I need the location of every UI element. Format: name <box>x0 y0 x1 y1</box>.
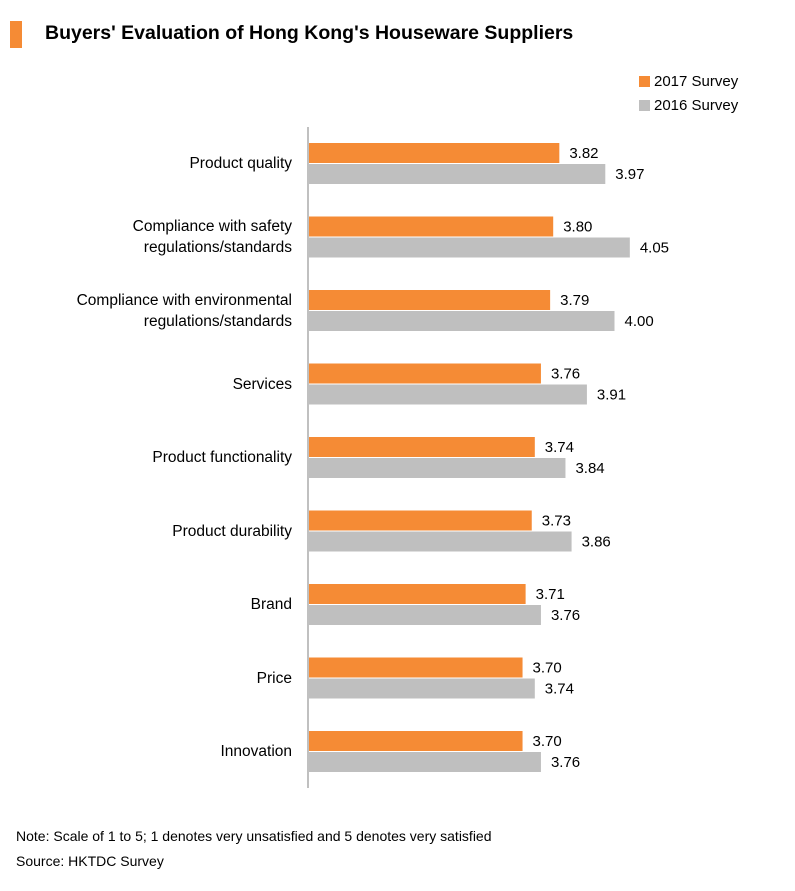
data-label-2017-5: 3.73 <box>542 513 571 530</box>
chart-title: Buyers' Evaluation of Hong Kong's Housew… <box>45 22 574 44</box>
data-label-2016-3: 3.91 <box>597 387 626 404</box>
category-label-8: Innovation <box>220 741 292 762</box>
data-label-2017-8: 3.70 <box>533 733 562 750</box>
bar-2017-0 <box>309 143 560 163</box>
bar-2016-3 <box>309 384 587 405</box>
category-label-5: Product durability <box>172 521 292 542</box>
legend-swatch-2017 <box>639 75 650 87</box>
data-label-2016-4: 3.84 <box>575 460 604 477</box>
category-label-4: Product functionality <box>152 447 292 468</box>
category-label-2: Compliance with environmental regulations… <box>77 290 292 332</box>
bar-2016-6 <box>309 605 541 625</box>
bar-2017-1 <box>309 216 554 237</box>
legend-item-2017: 2017 Survey <box>639 69 738 93</box>
category-label-line: regulations/standards <box>143 239 292 256</box>
data-label-2017-7: 3.70 <box>533 660 562 677</box>
bar-2016-0 <box>309 164 606 184</box>
category-label-line: regulations/standards <box>143 312 292 330</box>
category-label-3: Services <box>233 374 292 395</box>
data-label-2016-7: 3.74 <box>545 681 574 698</box>
data-label-2017-6: 3.71 <box>536 586 565 603</box>
data-label-2016-0: 3.97 <box>615 166 644 183</box>
legend-label-2017: 2017 Survey <box>654 72 739 90</box>
bar-2016-4 <box>309 458 566 478</box>
data-label-2016-6: 3.76 <box>551 607 580 624</box>
legend-item-2016: 2016 Survey <box>639 93 738 117</box>
category-label-1: Compliance with safety regulations/standa… <box>133 216 292 258</box>
category-label-line: Product quality <box>189 155 292 172</box>
data-label-2017-1: 3.80 <box>563 219 592 236</box>
title-marker <box>10 21 22 48</box>
category-label-0: Product quality <box>189 153 292 174</box>
category-label-line: Innovation <box>220 743 292 760</box>
data-label-2016-2: 4.00 <box>625 313 654 330</box>
category-label-line: Product durability <box>172 522 292 540</box>
data-label-2017-3: 3.76 <box>551 366 580 383</box>
bar-2017-7 <box>309 657 523 678</box>
category-label-7: Price <box>257 668 292 689</box>
bar-2017-6 <box>309 584 526 604</box>
category-label-line: Price <box>256 669 292 687</box>
data-label-2016-5: 3.86 <box>582 534 611 551</box>
data-label-2017-0: 3.82 <box>569 145 598 162</box>
bar-2017-5 <box>309 510 532 531</box>
legend: 2017 Survey 2016 Survey <box>639 69 738 117</box>
bar-2016-7 <box>309 678 535 699</box>
category-label-line: Product functionality <box>152 449 292 466</box>
data-label-2016-1: 4.05 <box>640 240 669 257</box>
bar-2016-2 <box>309 311 615 331</box>
category-label-line: Brand <box>250 596 292 613</box>
category-label-line: Services <box>232 375 292 393</box>
category-label-line: Compliance with safety <box>132 218 292 235</box>
bar-2017-3 <box>309 363 541 384</box>
chart-source: Source: HKTDC Survey <box>16 853 164 869</box>
bar-2017-2 <box>309 290 551 310</box>
chart-note: Note: Scale of 1 to 5; 1 denotes very un… <box>16 828 492 844</box>
bar-2017-4 <box>309 437 535 457</box>
category-label-line: Compliance with environmental <box>76 291 292 309</box>
bar-2017-8 <box>309 731 523 751</box>
bar-2016-1 <box>309 237 630 258</box>
category-label-6: Brand <box>251 594 292 615</box>
data-label-2016-8: 3.76 <box>551 754 580 771</box>
data-label-2017-2: 3.79 <box>560 292 589 309</box>
data-label-2017-4: 3.74 <box>545 439 574 456</box>
legend-swatch-2016 <box>639 99 650 111</box>
bar-2016-5 <box>309 531 572 552</box>
legend-label-2016: 2016 Survey <box>654 96 739 114</box>
bar-2016-8 <box>309 752 541 772</box>
